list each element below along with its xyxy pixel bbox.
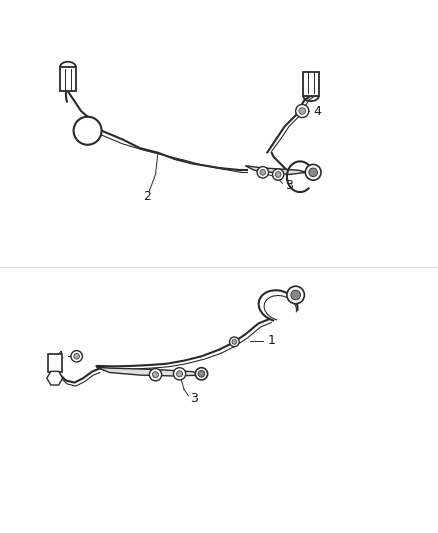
Circle shape — [275, 172, 281, 177]
Text: 2: 2 — [143, 190, 151, 203]
Circle shape — [195, 368, 208, 380]
Circle shape — [291, 290, 300, 300]
Circle shape — [287, 286, 304, 304]
Circle shape — [230, 337, 239, 346]
Circle shape — [177, 371, 183, 377]
Circle shape — [152, 372, 159, 378]
Circle shape — [71, 351, 82, 362]
Bar — [303, 71, 319, 96]
Text: 4: 4 — [313, 104, 321, 117]
Circle shape — [299, 108, 305, 114]
Circle shape — [272, 169, 284, 180]
Circle shape — [257, 167, 268, 178]
Bar — [48, 354, 62, 372]
Text: 3: 3 — [285, 179, 293, 192]
Polygon shape — [47, 372, 63, 385]
Text: 3: 3 — [191, 392, 198, 405]
Text: 4: 4 — [56, 350, 64, 363]
Circle shape — [309, 168, 318, 176]
Circle shape — [74, 353, 79, 359]
Circle shape — [296, 104, 309, 118]
Circle shape — [305, 165, 321, 180]
Circle shape — [173, 368, 186, 380]
Polygon shape — [96, 367, 201, 376]
Circle shape — [149, 368, 162, 381]
Circle shape — [198, 370, 205, 377]
Circle shape — [232, 340, 237, 344]
Bar — [60, 67, 76, 91]
Circle shape — [260, 169, 265, 175]
Polygon shape — [245, 166, 307, 174]
Text: 1: 1 — [267, 335, 275, 348]
